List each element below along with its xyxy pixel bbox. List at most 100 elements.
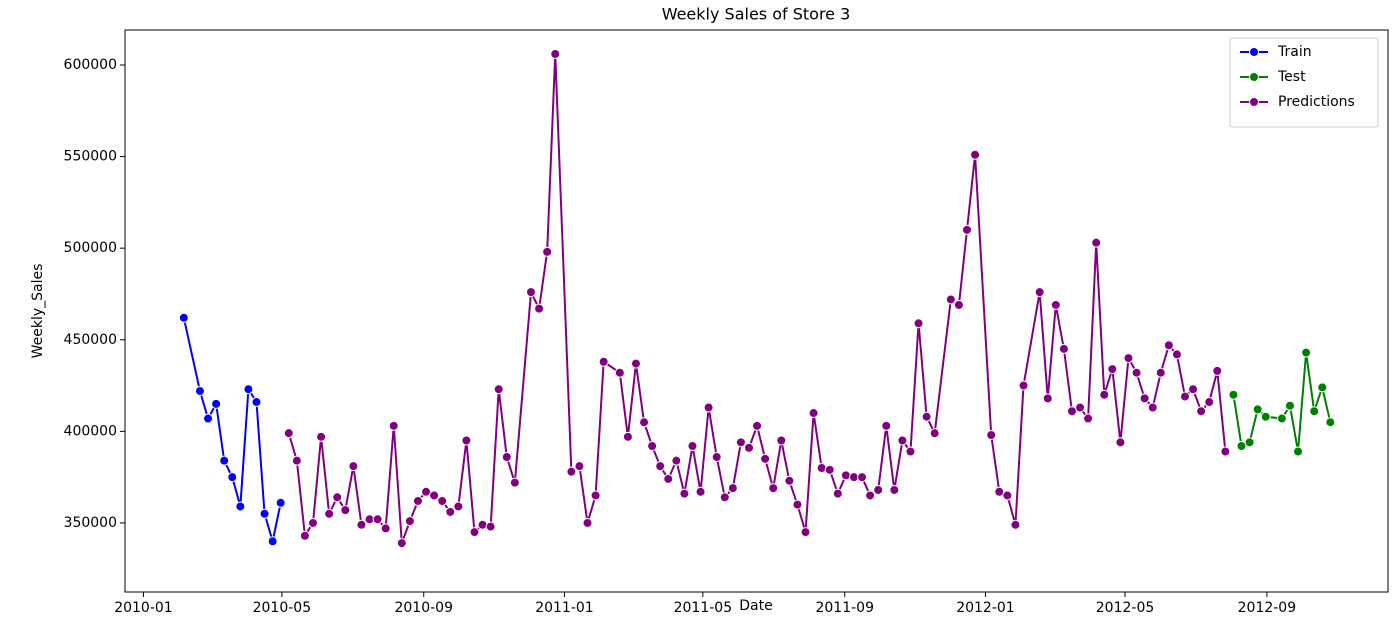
legend-label: Predictions [1278,94,1355,110]
point [453,501,464,512]
point [526,287,537,298]
point [412,495,423,506]
point [1309,406,1320,417]
point [469,527,480,538]
point [1220,446,1231,457]
point [574,461,585,472]
point [582,517,593,528]
point [1155,367,1166,378]
point [332,492,343,503]
y-tick-label: 600000 [64,57,117,73]
point [889,484,900,495]
point [380,523,391,534]
point [622,431,633,442]
point [437,495,448,506]
legend-marker [1249,47,1259,57]
point [727,483,738,494]
x-axis-label: Date [739,598,772,613]
point [550,48,561,59]
point [356,519,367,530]
point [501,451,512,462]
point [194,386,205,397]
point [291,455,302,466]
point [485,521,496,532]
point [800,527,811,538]
point [703,402,714,413]
point [744,442,755,453]
point [639,417,650,428]
point [1139,393,1150,404]
point [630,358,641,369]
point [1171,349,1182,360]
point [913,318,924,329]
point [275,497,286,508]
point [857,472,868,483]
series-line [1232,352,1332,452]
x-tick-label: 2012-05 [1096,600,1155,613]
point [873,484,884,495]
point [1276,413,1287,424]
point [509,477,520,488]
point [1099,389,1110,400]
point [840,470,851,481]
point [792,499,803,510]
point [178,312,189,323]
point [1034,287,1045,298]
point [614,367,625,378]
point [1018,380,1029,391]
point [760,453,771,464]
point [1058,343,1069,354]
series-line [182,317,282,542]
point [784,475,795,486]
point [316,431,327,442]
point [1123,353,1134,364]
point [534,303,545,314]
point [808,408,819,419]
point [251,397,262,408]
point [1091,237,1102,248]
x-tick-label: 2012-01 [956,600,1015,613]
point [429,490,440,501]
point [897,435,908,446]
point [421,486,432,497]
plot-frame [124,29,1389,593]
point [1066,406,1077,417]
point [1293,446,1304,457]
point [299,530,310,541]
point [1010,519,1021,530]
point [388,420,399,431]
point [493,384,504,395]
point [719,492,730,503]
point [711,451,722,462]
series-line [287,53,1227,544]
point [832,488,843,499]
point [655,461,666,472]
x-tick-label: 2011-05 [674,600,733,613]
point [1075,402,1086,413]
legend-marker [1249,72,1259,82]
point [881,420,892,431]
point [1042,393,1053,404]
point [905,446,916,457]
legend: Train Test Predictions [1229,37,1379,128]
point [776,435,787,446]
point [1325,417,1336,428]
point [824,464,835,475]
point [283,428,294,439]
point [348,461,359,472]
x-tick-label: 2010-09 [394,600,453,613]
point [227,472,238,483]
point [1131,367,1142,378]
point [308,517,319,528]
point [590,490,601,501]
point [404,516,415,527]
point [986,430,997,441]
point [203,413,214,424]
legend-box [1229,37,1379,128]
point [445,506,456,517]
point [1147,402,1158,413]
y-tick-label: 350000 [64,515,117,531]
point [1083,413,1094,424]
point [1228,389,1239,400]
x-tick-label: 2010-05 [253,600,312,613]
